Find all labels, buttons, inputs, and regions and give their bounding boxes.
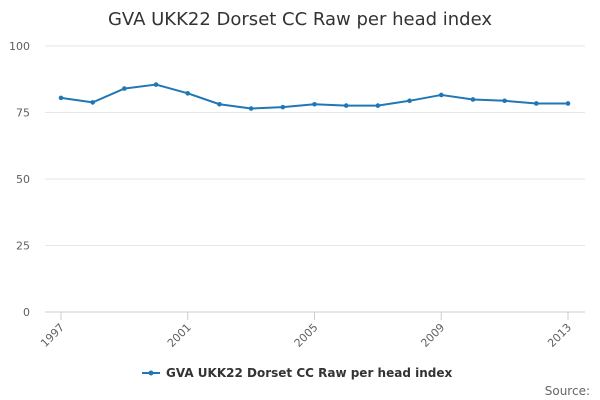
data-point [470,97,476,102]
data-point [438,92,444,98]
data-point [90,100,95,105]
y-tick-label: 50 [16,173,30,186]
y-tick-label: 0 [23,306,30,319]
y-tick-label: 75 [16,107,30,120]
data-point [343,103,349,108]
x-tick-label: 2001 [165,321,194,350]
data-point [565,101,571,106]
y-tick-label: 100 [9,40,30,53]
legend-item-label: GVA UKK22 Dorset CC Raw per head index [166,366,452,380]
legend-point-marker [148,370,154,376]
data-point [280,104,286,110]
x-tick-label: 1997 [38,321,67,350]
data-point [502,98,507,104]
y-axis-ticks: 0 25 50 75 100 [9,40,30,319]
data-point [153,82,159,87]
x-axis: 1997 2001 2005 2009 2013 [38,312,574,350]
data-point [407,98,412,104]
x-tick-label: 2013 [545,321,574,350]
data-point [248,106,254,111]
data-point [185,91,191,96]
x-tick-label: 2005 [292,321,321,350]
data-point [375,103,381,108]
data-point [534,101,539,106]
series-group [58,82,571,111]
x-tick-label: 2009 [418,321,447,350]
chart-title: GVA UKK22 Dorset CC Raw per head index [108,9,492,30]
data-point [122,86,127,91]
grid-lines [45,45,585,313]
credits-text[interactable]: Source: [545,384,590,398]
data-point [217,101,222,107]
y-tick-label: 25 [16,240,30,253]
data-point [58,95,64,101]
data-point [312,101,317,107]
legend[interactable]: GVA UKK22 Dorset CC Raw per head index [142,366,452,380]
